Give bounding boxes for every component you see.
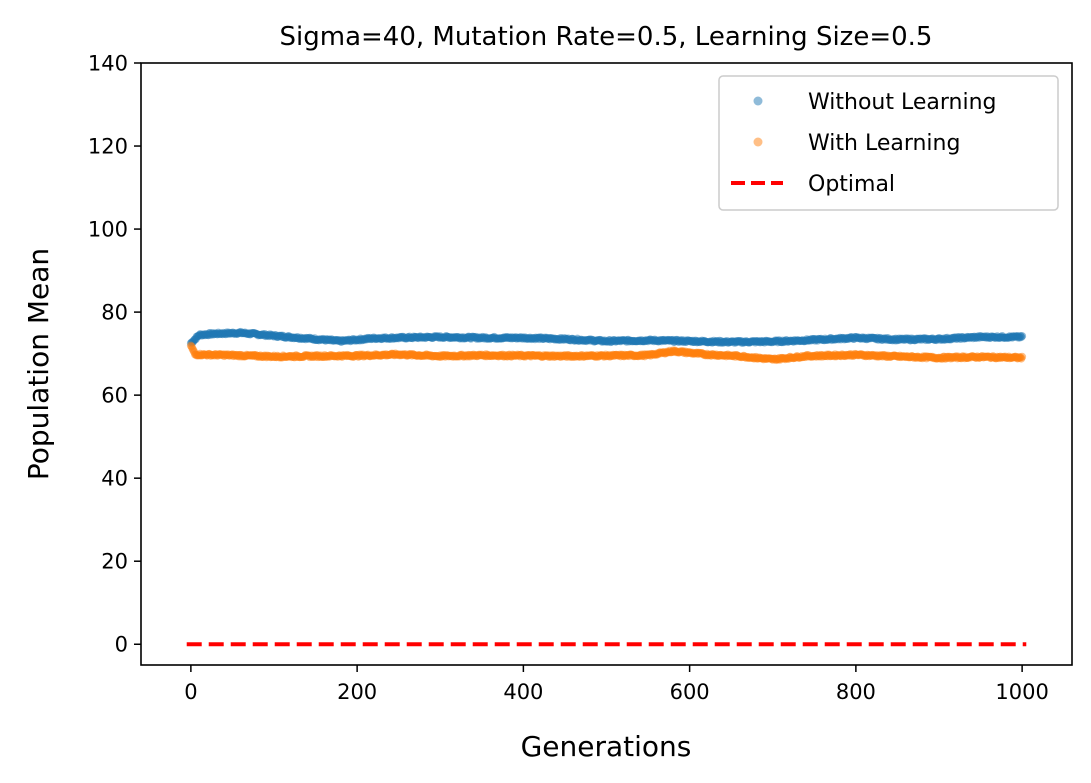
x-tick-label: 600 <box>670 680 710 704</box>
legend-marker-with-learning <box>753 137 763 147</box>
chart-title: Sigma=40, Mutation Rate=0.5, Learning Si… <box>280 22 933 52</box>
legend-label-optimal: Optimal <box>808 172 895 197</box>
y-tick-label: 80 <box>101 301 128 325</box>
x-axis-ticks: 0 200 400 600 800 1000 <box>184 665 1049 704</box>
data-point <box>1018 352 1027 361</box>
x-tick-label: 1000 <box>995 680 1048 704</box>
legend-label-without-learning: Without Learning <box>808 90 996 115</box>
series-without-learning <box>186 327 1027 348</box>
y-tick-label: 140 <box>88 52 128 76</box>
y-tick-label: 0 <box>115 633 128 657</box>
x-tick-label: 200 <box>337 680 377 704</box>
legend: Without Learning With Learning Optimal <box>718 75 1059 211</box>
y-tick-label: 100 <box>88 218 128 242</box>
data-point <box>1018 332 1027 341</box>
y-tick-label: 40 <box>101 467 128 491</box>
plot-area <box>186 327 1027 647</box>
y-tick-label: 120 <box>88 135 128 159</box>
y-axis-ticks: 0 20 40 60 80 100 120 140 <box>88 52 141 657</box>
legend-label-with-learning: With Learning <box>808 131 960 156</box>
plot-frame <box>140 62 1073 666</box>
y-tick-label: 60 <box>101 384 128 408</box>
legend-box <box>718 75 1059 211</box>
x-tick-label: 0 <box>184 680 197 704</box>
series-with-learning <box>186 341 1027 365</box>
legend-marker-without-learning <box>753 96 763 106</box>
y-tick-label: 20 <box>101 550 128 574</box>
x-axis-label: Generations <box>521 730 692 763</box>
x-tick-label: 800 <box>836 680 876 704</box>
y-axis-label: Population Mean <box>22 248 55 480</box>
x-tick-label: 400 <box>503 680 543 704</box>
